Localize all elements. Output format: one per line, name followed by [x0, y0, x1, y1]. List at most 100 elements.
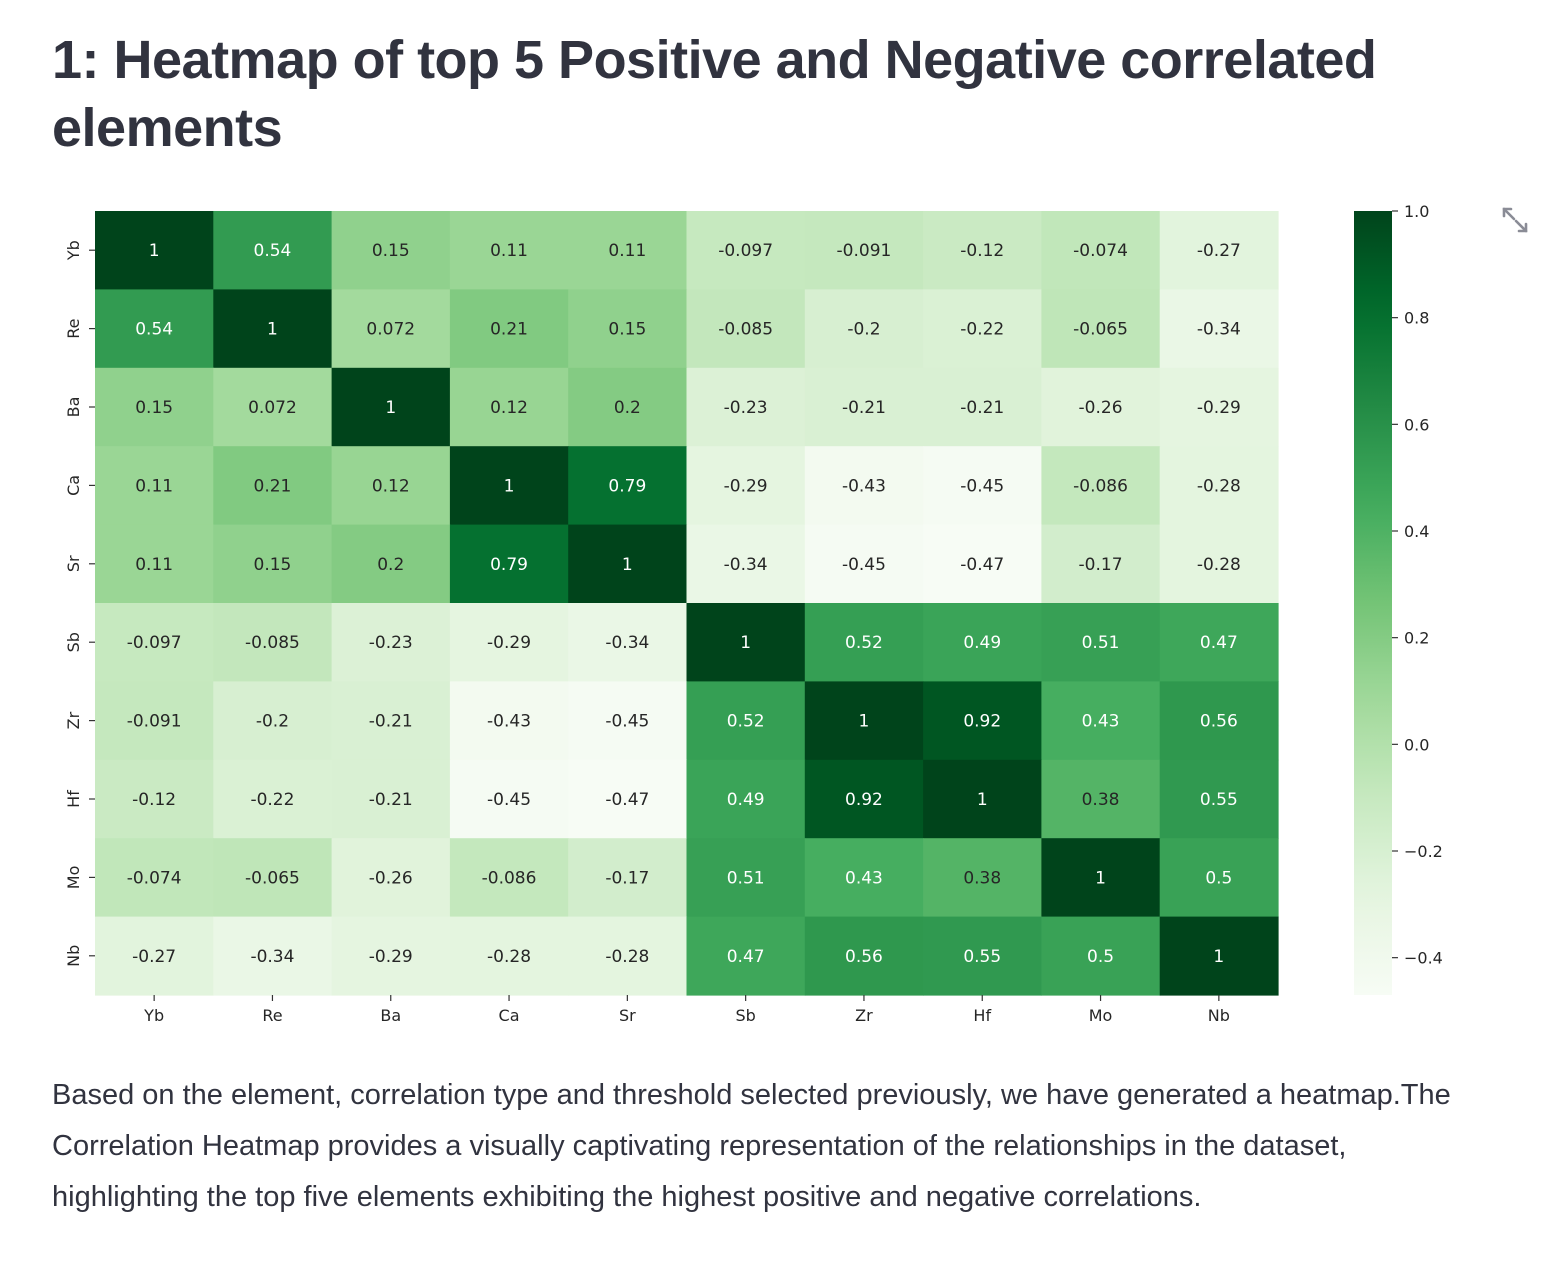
heatmap-cell [568, 759, 688, 839]
cell-annotation: -0.22 [250, 790, 294, 810]
cell-annotation: -0.45 [960, 476, 1004, 496]
cell-annotation: -0.21 [369, 712, 413, 732]
heatmap-cell [686, 838, 806, 918]
cell-annotation: -0.091 [837, 241, 892, 261]
cell-annotation: -0.12 [960, 241, 1004, 261]
cell-annotation: -0.2 [847, 320, 880, 340]
cell-annotation: -0.085 [718, 320, 773, 340]
cell-annotation: 0.15 [135, 398, 173, 418]
cell-annotation: 0.56 [1200, 712, 1238, 732]
cell-annotation: 0.5 [1205, 868, 1232, 888]
heatmap-cell [449, 681, 569, 761]
heatmap-cell [1159, 916, 1279, 996]
expand-button[interactable] [1498, 203, 1532, 237]
heatmap-cell [213, 524, 333, 604]
cell-annotation: 0.79 [608, 476, 646, 496]
heatmap-cell [686, 367, 806, 447]
cell-annotation: 1 [859, 712, 870, 732]
heatmap-cell [1159, 838, 1279, 918]
heatmap-cell [95, 916, 214, 996]
heatmap-cell [1159, 367, 1279, 447]
heatmap-cell [213, 603, 333, 682]
y-tick-label: Yb [64, 240, 83, 261]
cell-annotation: 0.15 [608, 320, 646, 340]
cell-annotation: -0.22 [960, 320, 1004, 340]
cell-annotation: 1 [622, 555, 633, 575]
y-tick-label: Sb [64, 632, 83, 652]
cell-annotation: 0.072 [366, 320, 415, 340]
cell-annotation: 1 [504, 476, 515, 496]
heatmap-cell [331, 211, 451, 290]
heatmap-cell [686, 603, 806, 682]
heatmap-cell [1041, 524, 1161, 604]
heatmap-cell [568, 916, 688, 996]
heatmap-cell [686, 524, 806, 604]
cell-annotation: 0.52 [727, 712, 765, 732]
cell-annotation: -0.34 [250, 947, 294, 967]
y-tick-label: Re [64, 318, 83, 338]
x-tick-label: Sr [619, 1006, 636, 1025]
heatmap-cell [568, 524, 688, 604]
heatmap-cell [95, 367, 214, 447]
cell-annotation: -0.21 [369, 790, 413, 810]
cell-annotation: 0.55 [963, 947, 1001, 967]
heatmap-cell [331, 916, 451, 996]
heatmap-cell [449, 289, 569, 369]
colorbar-tick-label: 0.2 [1404, 629, 1429, 648]
cell-annotation: -0.086 [482, 868, 537, 888]
cell-annotation: 0.11 [135, 555, 173, 575]
colorbar-tick-label: 1.0 [1404, 202, 1429, 221]
cell-annotation: 0.12 [490, 398, 528, 418]
x-tick-label: Ca [499, 1006, 520, 1025]
x-tick-label: Nb [1208, 1006, 1230, 1025]
heatmap-cell [923, 838, 1042, 918]
cell-annotation: -0.29 [724, 476, 768, 496]
cell-annotation: -0.47 [605, 790, 649, 810]
heatmap-cell [213, 916, 333, 996]
heatmap-cell [568, 838, 688, 918]
cell-annotation: 1 [977, 790, 988, 810]
heatmap-cell [568, 603, 688, 682]
heatmap-cell [568, 211, 688, 290]
heatmap-cell [804, 211, 924, 290]
cell-annotation: -0.097 [718, 241, 773, 261]
colorbar-tick-label: 0.6 [1404, 415, 1429, 434]
heatmap-cell [568, 367, 688, 447]
cell-annotation: 0.5 [1087, 947, 1114, 967]
heatmap-cell [1041, 289, 1161, 369]
y-tick-label: Nb [64, 945, 83, 967]
cell-annotation: 0.21 [254, 476, 292, 496]
cell-annotation: 0.55 [1200, 790, 1238, 810]
heatmap-cell [923, 289, 1042, 369]
cell-annotation: 0.54 [135, 320, 173, 340]
cell-annotation: -0.28 [1197, 555, 1241, 575]
cell-annotation: -0.2 [256, 712, 289, 732]
heatmap-cell [686, 916, 806, 996]
cell-annotation: 0.2 [377, 555, 404, 575]
heatmap-cell [449, 367, 569, 447]
cell-annotation: 0.21 [490, 320, 528, 340]
heatmap-cell [1159, 603, 1279, 682]
cell-annotation: -0.065 [1073, 320, 1128, 340]
heatmap-cell [1041, 211, 1161, 290]
heatmap-cell [686, 446, 806, 526]
heatmap-cell [213, 367, 333, 447]
heatmap-cell [213, 838, 333, 918]
heatmap-cell [804, 603, 924, 682]
heatmap-cell [95, 211, 214, 290]
heatmap-cell [923, 603, 1042, 682]
heatmap-cell [686, 211, 806, 290]
y-tick-label: Ba [64, 397, 83, 418]
heatmap-cell [1041, 446, 1161, 526]
cell-annotation: 1 [1213, 947, 1224, 967]
cell-annotation: -0.091 [127, 712, 182, 732]
cell-annotation: -0.21 [842, 398, 886, 418]
heatmap-cell [449, 603, 569, 682]
x-tick-label: Sb [735, 1006, 755, 1025]
cell-annotation: -0.34 [605, 633, 649, 653]
heatmap-cell [331, 681, 451, 761]
heatmap-cell [331, 367, 451, 447]
heatmap-cell [449, 446, 569, 526]
cell-annotation: -0.47 [960, 555, 1004, 575]
x-tick-label: Hf [973, 1006, 991, 1025]
